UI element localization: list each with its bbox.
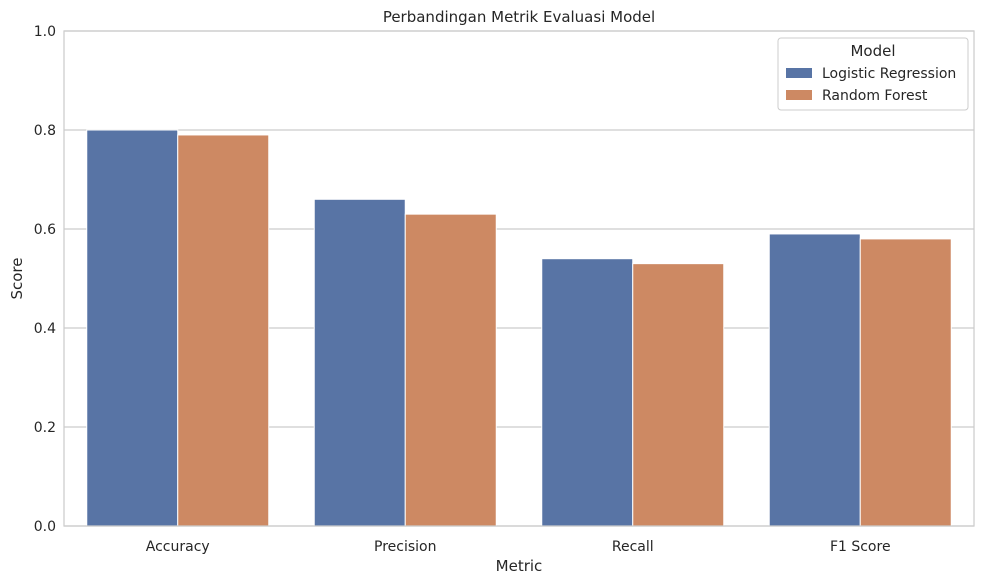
legend: Model Logistic Regression Random Forest [777, 37, 969, 111]
bar-logistic-regression-accuracy [86, 129, 179, 527]
y-tick-label: 1.0 [34, 24, 56, 40]
x-tick-label: F1 Score [830, 539, 891, 555]
legend-title: Model [850, 42, 895, 60]
bar-random-forest-accuracy [177, 134, 270, 527]
bar-logistic-regression-recall [541, 258, 634, 527]
bar-random-forest-f1-score [859, 238, 952, 527]
legend-swatch-logistic-regression [786, 68, 812, 78]
y-tick-label: 0.0 [34, 519, 56, 535]
y-tick-label: 0.2 [34, 420, 56, 436]
y-axis-title: Score [8, 257, 26, 299]
bar-logistic-regression-f1-score [768, 233, 861, 527]
legend-box [777, 37, 969, 111]
y-tick-label: 0.8 [34, 123, 56, 139]
x-tick-label: Precision [374, 539, 436, 555]
plot-frame [63, 30, 975, 527]
bars [86, 129, 952, 527]
legend-label-random-forest: Random Forest [822, 88, 928, 104]
y-tick-labels: 0.0 0.2 0.4 0.6 0.8 1.0 [34, 24, 56, 535]
x-tick-labels: Accuracy Precision Recall F1 Score [146, 539, 891, 555]
bar-random-forest-precision [404, 213, 497, 527]
x-axis-title: Metric [496, 557, 543, 575]
legend-label-logistic-regression: Logistic Regression [822, 66, 956, 82]
bar-logistic-regression-precision [313, 198, 406, 527]
x-tick-label: Recall [612, 539, 654, 555]
bar-random-forest-recall [632, 263, 725, 527]
chart-title: Perbandingan Metrik Evaluasi Model [383, 8, 655, 26]
y-tick-label: 0.4 [34, 321, 56, 337]
legend-swatch-random-forest [786, 90, 812, 100]
x-tick-label: Accuracy [146, 539, 210, 555]
y-tick-label: 0.6 [34, 222, 56, 238]
